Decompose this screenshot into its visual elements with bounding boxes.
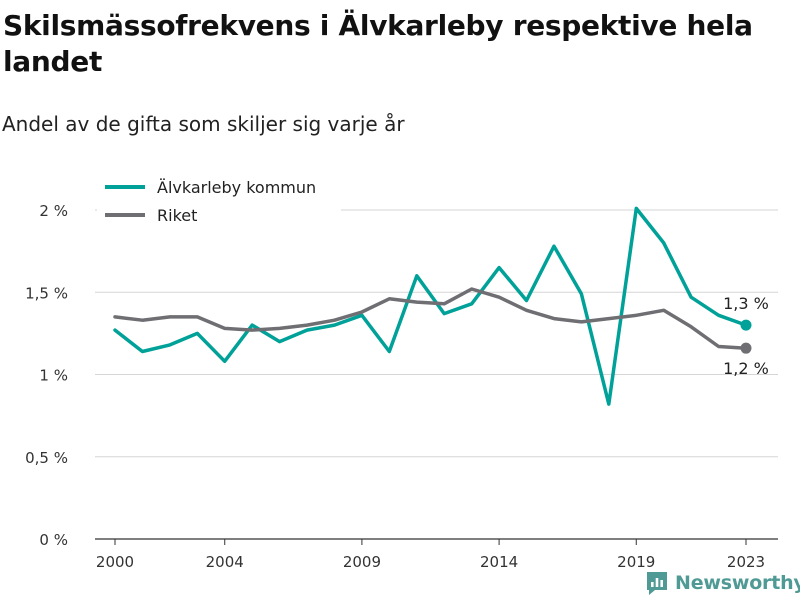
series-layer: 1,3 % 1,2 %: [113, 206, 769, 406]
y-tick-label: 1,5 %: [25, 284, 68, 302]
newsworthy-logo-icon: [647, 572, 667, 595]
chart-title: Skilsmässofrekvens i Älvkarleby respekti…: [3, 9, 753, 78]
legend: Älvkarleby kommun Riket: [97, 172, 341, 230]
y-tick-label: 1 %: [39, 367, 68, 385]
y-tick-label: 2 %: [39, 202, 68, 220]
series-end-point-riket: [740, 342, 752, 354]
newsworthy-logo: Newsworthy: [645, 568, 800, 598]
series-line-alvkarleby: [113, 206, 748, 406]
series-line-riket: [113, 287, 748, 350]
grid-layer: [95, 209, 778, 540]
x-tick-label: 2023: [727, 553, 765, 571]
series-end-point-alvkarleby: [740, 319, 752, 331]
x-tick-label: 2000: [96, 553, 134, 571]
y-tick-label: 0 %: [39, 531, 68, 549]
newsworthy-logo-text: Newsworthy: [675, 572, 800, 594]
x-tick-label: 2009: [343, 553, 381, 571]
x-tick-label: 2014: [480, 553, 518, 571]
x-tick-label: 2019: [617, 553, 655, 571]
series-end-label-riket: 1,2 %: [723, 359, 769, 378]
chart-subtitle: Andel av de gifta som skiljer sig varje …: [2, 112, 405, 136]
y-tick-label: 0,5 %: [25, 449, 68, 467]
series-end-label-alvkarleby: 1,3 %: [723, 294, 769, 313]
legend-background: [97, 172, 341, 230]
x-tick-label: 2004: [206, 553, 244, 571]
legend-label-alvkarleby: Älvkarleby kommun: [157, 178, 316, 197]
axis-layer: 0 % 0,5 % 1 % 1,5 % 2 % 2000 2004 2009 2014 2019 2…: [25, 202, 765, 571]
legend-label-riket: Riket: [157, 206, 197, 225]
